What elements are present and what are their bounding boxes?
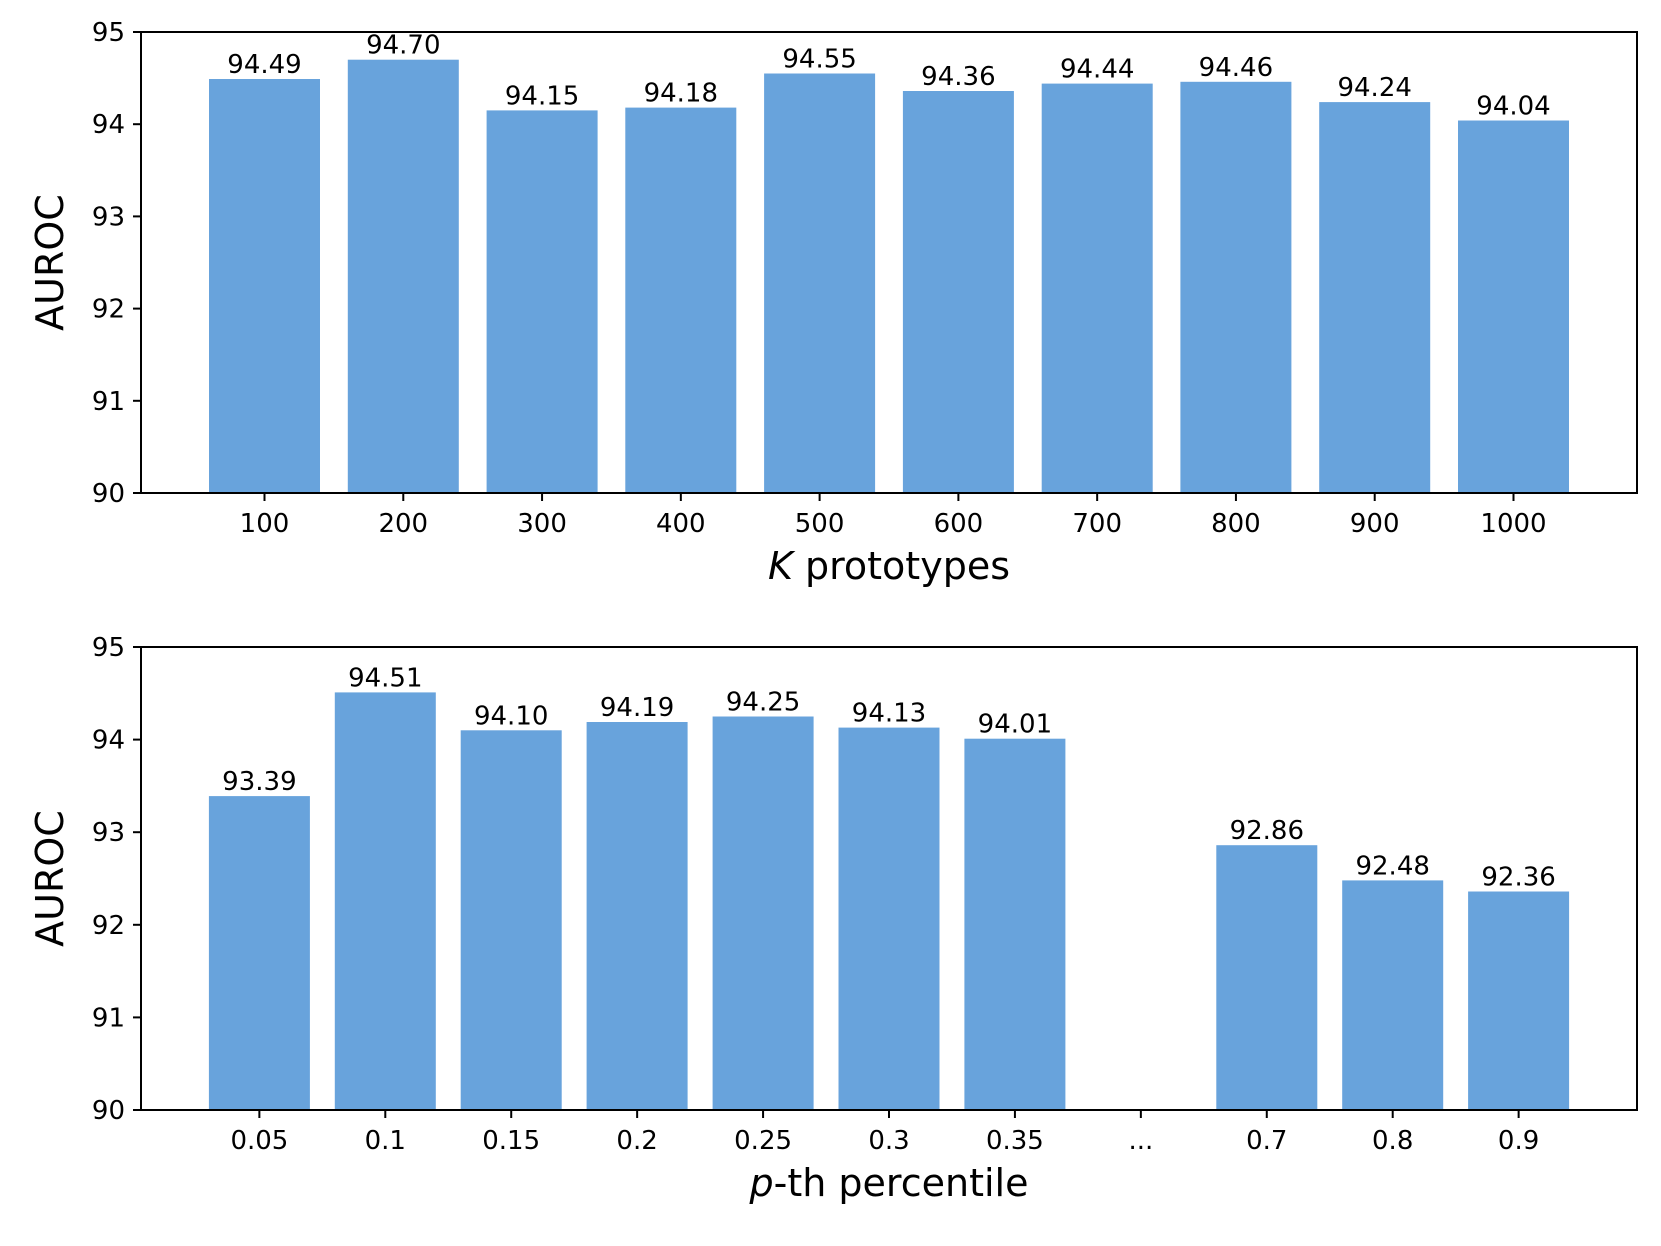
chart-panel-2: 93.39 94.51 94.10 94.19 94.25 94.13 94.01 92.86…	[28, 633, 1638, 1205]
bar-value-label: 94.44	[1060, 55, 1134, 85]
bar-value-label: 94.13	[852, 699, 926, 729]
bar	[1342, 880, 1444, 1110]
x-tick-label: 300	[517, 509, 567, 539]
x-tick-label: 200	[378, 509, 428, 539]
x-tick-label: 0.15	[482, 1126, 540, 1156]
bar-value-label: 94.49	[227, 50, 301, 80]
bar	[334, 692, 436, 1110]
bar-value-label: 94.01	[978, 710, 1052, 740]
x-tick-label: 0.7	[1246, 1126, 1287, 1156]
y-tick-label: 92	[92, 911, 125, 941]
bar-value-label: 94.24	[1337, 73, 1411, 103]
y-tick-label: 95	[92, 18, 125, 48]
y-tick-label: 91	[92, 1003, 125, 1033]
x-axis-title: p-th percentile	[749, 1161, 1029, 1205]
bar	[1319, 102, 1431, 493]
x-tick-label: 700	[1072, 509, 1122, 539]
bar-value-label: 94.46	[1199, 53, 1273, 83]
bar-value-label: 94.55	[782, 45, 856, 75]
bar	[1458, 120, 1569, 493]
x-tick-label: 500	[795, 509, 845, 539]
x-tick-label: 0.25	[734, 1126, 792, 1156]
x-tick-label: ...	[1129, 1126, 1154, 1156]
y-axis-title: AUROC	[28, 810, 72, 947]
bar-value-label: 94.36	[921, 62, 995, 92]
y-tick-label: 90	[92, 479, 125, 509]
bar	[764, 73, 876, 493]
bar-value-label: 94.10	[474, 701, 548, 731]
bar	[209, 79, 320, 493]
x-tick-label: 0.2	[616, 1126, 657, 1156]
x-tick-label: 0.3	[868, 1126, 909, 1156]
x-tick-label: 0.35	[986, 1126, 1044, 1156]
y-tick-label: 93	[92, 818, 125, 848]
bar-value-label: 94.70	[366, 31, 440, 61]
bar	[1180, 81, 1292, 494]
bar-value-label: 94.51	[348, 663, 422, 693]
x-tick-label: 1000	[1480, 509, 1546, 539]
x-tick-label: 800	[1211, 509, 1261, 539]
bar-value-label: 94.04	[1476, 92, 1550, 122]
bar	[586, 722, 688, 1110]
x-tick-label: 0.1	[365, 1126, 406, 1156]
y-tick-label: 91	[92, 387, 125, 417]
bar-value-label: 94.19	[600, 693, 674, 723]
x-tick-label: 400	[656, 509, 706, 539]
bar	[1216, 845, 1318, 1110]
y-tick-label: 94	[92, 726, 125, 756]
x-axis-title: K prototypes	[768, 544, 1010, 588]
bar	[208, 796, 310, 1110]
bar	[625, 107, 737, 493]
bar	[486, 110, 598, 494]
bar-value-label: 92.48	[1355, 851, 1429, 881]
bar	[712, 716, 814, 1110]
bar-value-label: 92.86	[1230, 816, 1304, 846]
bar	[460, 730, 562, 1110]
bar-value-label: 94.15	[505, 81, 579, 111]
bar-value-label: 94.25	[726, 688, 800, 718]
y-tick-label: 93	[92, 202, 125, 232]
bar	[838, 727, 940, 1110]
y-tick-label: 90	[92, 1096, 125, 1126]
bar	[347, 59, 459, 493]
x-tick-label: 100	[240, 509, 290, 539]
x-tick-label: 900	[1350, 509, 1400, 539]
bar-value-label: 92.36	[1481, 863, 1555, 893]
axes-frame	[140, 31, 1638, 494]
bar	[902, 91, 1014, 493]
x-tick-label: 0.9	[1498, 1126, 1539, 1156]
chart-panel-1: 94.49 94.70 94.15 94.18 94.55 94.36 94.44 94.46…	[28, 18, 1638, 588]
x-tick-label: 0.05	[230, 1126, 288, 1156]
y-tick-label: 92	[92, 295, 125, 325]
y-tick-label: 95	[92, 633, 125, 663]
bar	[1468, 891, 1570, 1110]
bar	[1041, 83, 1153, 493]
y-tick-label: 94	[92, 110, 125, 140]
bar	[964, 738, 1066, 1110]
y-axis-title: AUROC	[28, 194, 72, 331]
x-tick-label: 600	[934, 509, 984, 539]
bar-value-label: 94.18	[644, 79, 718, 109]
x-tick-label: 0.8	[1372, 1126, 1413, 1156]
bar-value-label: 93.39	[222, 767, 296, 797]
